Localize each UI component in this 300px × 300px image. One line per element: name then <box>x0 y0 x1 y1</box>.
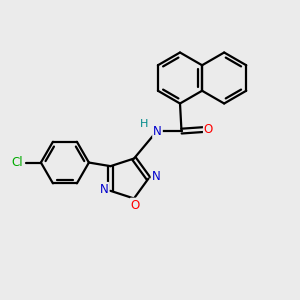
Text: Cl: Cl <box>12 156 23 169</box>
Text: N: N <box>152 170 160 184</box>
Text: O: O <box>131 199 140 212</box>
Text: N: N <box>100 183 108 196</box>
Text: N: N <box>153 124 162 138</box>
Text: O: O <box>204 123 213 136</box>
Text: H: H <box>140 119 148 130</box>
